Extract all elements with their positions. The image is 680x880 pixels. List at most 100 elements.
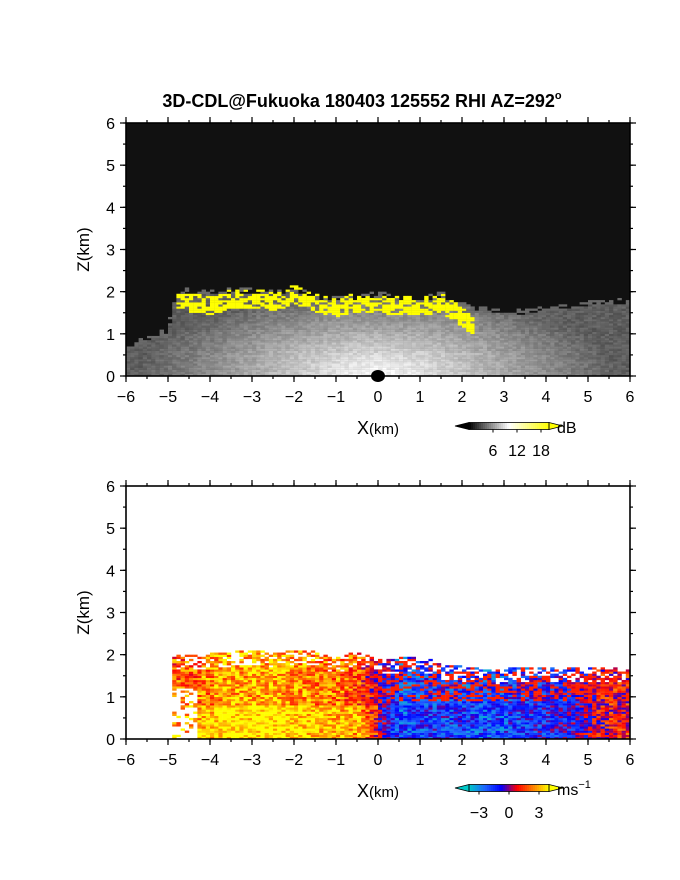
snr-cell: [214, 314, 219, 318]
snr-cell: [298, 329, 303, 332]
snr-cell: [525, 331, 530, 335]
snr-cell: [294, 304, 299, 307]
snr-cell: [331, 346, 337, 349]
snr-cell: [277, 371, 282, 375]
snr-cell: [436, 365, 442, 368]
snr-cell: [478, 308, 484, 311]
snr-cell: [294, 325, 299, 328]
velocity-cell: [231, 705, 236, 708]
snr-cell: [382, 295, 387, 299]
snr-cell: [289, 285, 295, 288]
snr-cell: [579, 361, 584, 364]
snr-cell: [541, 340, 547, 343]
snr-cell: [277, 361, 282, 364]
snr-cell: [403, 344, 408, 347]
snr-cell: [541, 344, 547, 347]
snr-cell: [449, 314, 454, 318]
velocity-cell: [214, 677, 219, 681]
snr-cell: [281, 323, 286, 326]
snr-cell: [285, 297, 290, 301]
snr-cell: [331, 325, 337, 328]
snr-cell: [453, 308, 458, 311]
snr-cell: [260, 369, 265, 372]
snr-cell: [189, 308, 194, 311]
snr-cell: [625, 300, 631, 303]
snr-cell: [184, 338, 190, 341]
snr-cell: [222, 308, 227, 311]
snr-cell: [163, 354, 169, 358]
snr-cell: [583, 327, 589, 330]
snr-cell: [310, 325, 316, 328]
snr-cell: [420, 310, 425, 313]
snr-cell: [453, 361, 458, 364]
snr-cell: [142, 357, 148, 360]
velocity-cell: [214, 652, 219, 655]
snr-cell: [445, 367, 450, 370]
snr-cell: [184, 340, 190, 343]
snr-cell: [226, 335, 232, 339]
snr-cell: [319, 333, 324, 337]
snr-cell: [184, 308, 190, 311]
snr-cell: [340, 333, 345, 337]
snr-cell: [315, 331, 320, 335]
snr-cell: [163, 340, 169, 343]
snr-cell: [231, 302, 236, 305]
snr-cell: [197, 346, 202, 349]
snr-cell: [340, 369, 345, 372]
snr-cell: [399, 327, 404, 330]
snr-cell: [256, 348, 261, 351]
snr-cell: [289, 348, 295, 351]
snr-cell: [348, 333, 353, 337]
snr-cell: [285, 321, 290, 324]
snr-cell: [294, 348, 299, 351]
snr-cell: [382, 354, 387, 358]
snr-cell: [399, 312, 404, 316]
snr-cell: [193, 361, 198, 364]
snr-cell: [336, 327, 341, 330]
snr-cell: [210, 295, 215, 299]
snr-cell: [394, 361, 400, 364]
snr-cell: [231, 363, 236, 366]
snr-cell: [323, 300, 328, 303]
snr-cell: [277, 359, 282, 362]
snr-cell: [231, 316, 236, 320]
snr-cell: [487, 340, 492, 343]
velocity-cell: [247, 717, 253, 721]
snr-cell: [369, 325, 374, 328]
snr-cell: [315, 363, 320, 366]
snr-cell: [537, 346, 542, 349]
snr-cell: [281, 308, 286, 311]
snr-cell: [441, 365, 446, 368]
velocity-cell: [201, 728, 206, 731]
snr-cell: [445, 373, 450, 377]
snr-cell: [436, 323, 442, 326]
snr-cell: [394, 321, 400, 324]
snr-cell: [445, 365, 450, 368]
velocity-cell: [210, 696, 215, 700]
snr-cell: [155, 359, 160, 362]
snr-cell: [508, 333, 513, 337]
snr-cell: [163, 371, 169, 375]
snr-cell: [558, 310, 563, 313]
snr-cell: [222, 304, 227, 307]
snr-cell: [558, 344, 563, 347]
snr-cell: [520, 325, 526, 328]
snr-cell: [466, 338, 471, 341]
snr-cell: [172, 340, 177, 343]
snr-cell: [193, 369, 198, 372]
snr-cell: [155, 365, 160, 368]
snr-cell: [436, 367, 442, 370]
snr-cell: [168, 367, 173, 370]
snr-cell: [596, 335, 601, 339]
snr-cell: [357, 325, 362, 328]
snr-cell: [214, 329, 219, 332]
snr-cell: [504, 338, 509, 341]
snr-cell: [197, 325, 202, 328]
velocity-cell: [218, 696, 223, 700]
snr-cell: [176, 325, 181, 328]
snr-cell: [327, 338, 332, 341]
snr-cell: [495, 352, 500, 356]
snr-cell: [344, 335, 349, 339]
snr-cell: [151, 344, 156, 347]
snr-cell: [592, 300, 597, 303]
